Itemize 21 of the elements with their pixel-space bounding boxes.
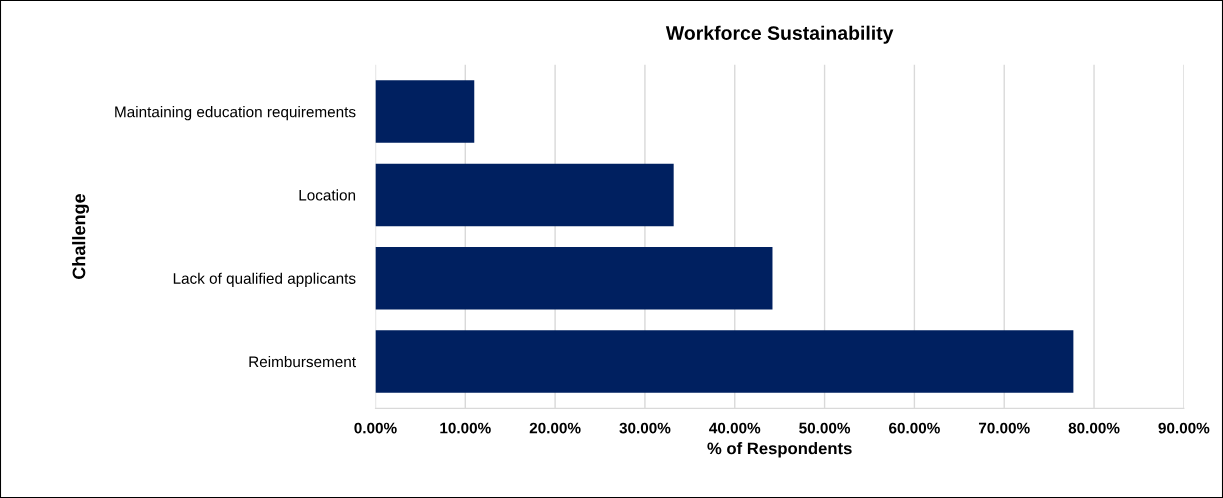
x-tick-label: 90.00% [1158,422,1210,434]
x-tick-label: 30.00% [619,422,671,434]
y-tick-label: Lack of qualified applicants [173,272,356,287]
y-tick-label: Reimbursement [249,355,356,368]
bar [375,246,773,310]
x-tick-label: 80.00% [1068,422,1120,434]
x-tick-label: 40.00% [709,422,761,434]
x-tick-label: 0.00% [354,422,397,434]
y-tick-label: Maintaining education requirements [115,106,356,121]
bar [375,80,475,143]
x-tick-label: 70.00% [978,422,1030,434]
y-axis-title: Challenge [72,194,89,279]
x-tick-label: 10.00% [440,422,491,434]
x-tick-label: 20.00% [529,422,581,434]
y-tick-label: Location [299,189,356,201]
chart-title: Workforce Sustainability [665,25,894,44]
x-tick-label: 60.00% [889,422,940,434]
x-axis-title: % of Respondents [707,442,852,458]
bar [375,330,1074,393]
x-tick-label: 50.00% [799,422,851,434]
bar [375,163,674,227]
